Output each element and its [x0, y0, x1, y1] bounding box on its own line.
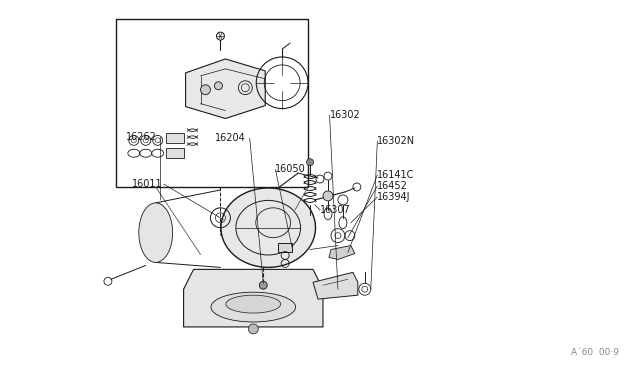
Text: 16262: 16262 [125, 132, 157, 142]
Circle shape [323, 191, 333, 201]
Text: 16011: 16011 [132, 179, 163, 189]
Text: 16302N: 16302N [378, 136, 415, 146]
Bar [166, 134, 184, 143]
Ellipse shape [147, 214, 164, 251]
Text: 16452: 16452 [378, 181, 408, 191]
Circle shape [259, 281, 268, 289]
Polygon shape [184, 269, 323, 327]
Ellipse shape [139, 203, 173, 262]
Text: A´60  00·9: A´60 00·9 [572, 348, 620, 357]
Ellipse shape [221, 188, 316, 267]
Text: 16050: 16050 [275, 164, 306, 174]
Bar [116, 19, 308, 187]
Text: 16307: 16307 [320, 205, 351, 215]
Ellipse shape [143, 208, 169, 257]
Text: 16302: 16302 [330, 110, 360, 120]
Ellipse shape [226, 295, 281, 313]
Text: 16394J: 16394J [378, 192, 411, 202]
Polygon shape [329, 246, 355, 259]
Ellipse shape [150, 219, 161, 246]
Bar [166, 148, 184, 158]
Text: 16141C: 16141C [378, 170, 415, 180]
Polygon shape [186, 59, 265, 119]
Text: 16204: 16204 [215, 133, 246, 143]
Polygon shape [313, 272, 358, 299]
Bar [278, 243, 292, 253]
Ellipse shape [211, 292, 296, 322]
Circle shape [214, 82, 223, 90]
Circle shape [248, 324, 259, 334]
Circle shape [307, 159, 314, 166]
Circle shape [200, 85, 211, 95]
